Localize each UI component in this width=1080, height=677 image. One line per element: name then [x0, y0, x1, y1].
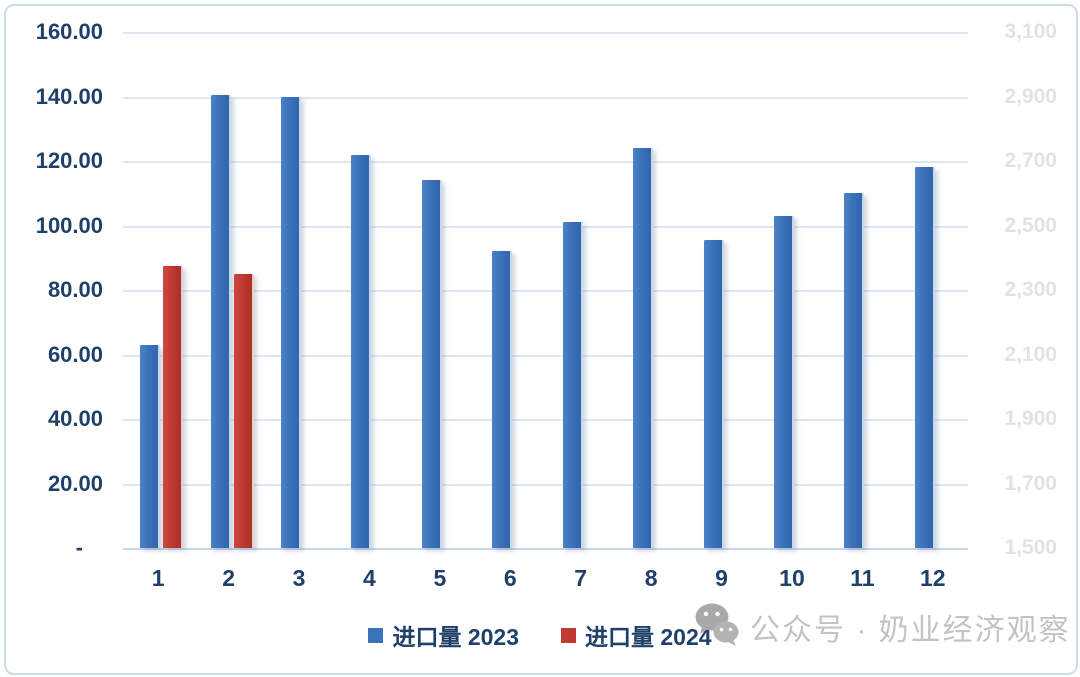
x-axis-tick-month-9: 9 — [715, 565, 728, 591]
x-axis-tick-month-7: 7 — [574, 565, 588, 591]
gridline — [123, 161, 968, 163]
bar-2023-month-6 — [492, 251, 513, 548]
x-axis-tick-month-5: 5 — [433, 565, 447, 591]
gridline — [123, 32, 968, 34]
bar-2023-month-8 — [633, 148, 654, 548]
bar-2024-month-1 — [163, 265, 184, 548]
x-axis-tick-month-6: 6 — [503, 565, 517, 591]
y-axis-left-tick: 20.00 — [47, 470, 103, 496]
x-axis-tick-month-10: 10 — [779, 565, 805, 591]
gridline — [123, 354, 968, 357]
legend-item-2024: 进口量 2024 — [561, 618, 712, 652]
y-axis-right-tick: 2,100 — [1004, 342, 1057, 366]
bar-2023-month-11 — [844, 193, 865, 548]
bar-2023-month-7 — [562, 222, 583, 548]
y-axis-left-tick: 160.00 — [35, 19, 103, 44]
gridline — [123, 419, 968, 421]
x-axis-tick-month-1: 1 — [151, 565, 165, 591]
x-axis-tick-month-2: 2 — [222, 565, 236, 591]
y-axis-left-tick: 60.00 — [47, 341, 103, 367]
bar-2023-month-1 — [140, 344, 161, 548]
x-axis-tick-month-11: 11 — [850, 565, 875, 591]
bar-2024-month-2 — [233, 273, 254, 548]
y-axis-left-tick: 40.00 — [47, 406, 103, 431]
y-axis-right-tick: 2,500 — [1004, 213, 1057, 237]
chart-legend: 进口量 2023 进口量 2024 — [0, 619, 1080, 651]
x-axis-tick-month-12: 12 — [919, 565, 946, 591]
legend-swatch-2024 — [561, 627, 576, 643]
y-axis-right-tick: 1,500 — [1004, 536, 1057, 559]
legend-label-2023: 进口量 2023 — [392, 624, 519, 650]
wechat-icon — [692, 602, 742, 653]
legend-label-2024: 进口量 2024 — [585, 624, 712, 650]
y-axis-right-tick: 2,300 — [1004, 278, 1057, 301]
y-axis-right-tick: 1,700 — [1004, 471, 1057, 495]
bar-2023-month-10 — [773, 215, 794, 548]
x-axis-line — [123, 548, 968, 550]
gridline — [123, 96, 968, 99]
x-axis-tick-month-8: 8 — [644, 565, 658, 591]
gridline — [123, 483, 968, 486]
gridline — [123, 290, 968, 292]
y-axis-left-tick: 100.00 — [35, 212, 103, 238]
bar-2023-month-3 — [281, 96, 302, 548]
y-axis-right-tick: 3,100 — [1004, 20, 1057, 43]
x-axis-tick-month-3: 3 — [292, 565, 306, 591]
y-axis-left-tick: 140.00 — [35, 83, 103, 109]
x-axis-tick-month-4: 4 — [363, 565, 376, 591]
bar-2023-month-2 — [210, 94, 231, 548]
y-axis-right-tick: 2,900 — [1004, 84, 1057, 108]
legend-item-2023: 进口量 2023 — [368, 618, 519, 652]
y-axis-right-tick: 2,700 — [1004, 149, 1057, 172]
y-axis-left-tick: 120.00 — [35, 148, 103, 173]
y-axis-left-tick: 80.00 — [47, 277, 103, 302]
y-axis-right-tick: 1,900 — [1004, 407, 1057, 430]
gridline — [123, 225, 968, 228]
watermark: 公众号 · 奶业经济观察 — [692, 601, 1071, 653]
y-axis-left-tick: - — [75, 535, 83, 560]
bar-2023-month-4 — [351, 154, 372, 548]
bar-2023-month-12 — [914, 167, 935, 548]
bar-2023-month-5 — [421, 180, 442, 548]
bar-2023-month-9 — [703, 240, 724, 548]
watermark-text: 公众号 · 奶业经济观察 — [750, 614, 1071, 647]
legend-swatch-2023 — [368, 627, 384, 643]
